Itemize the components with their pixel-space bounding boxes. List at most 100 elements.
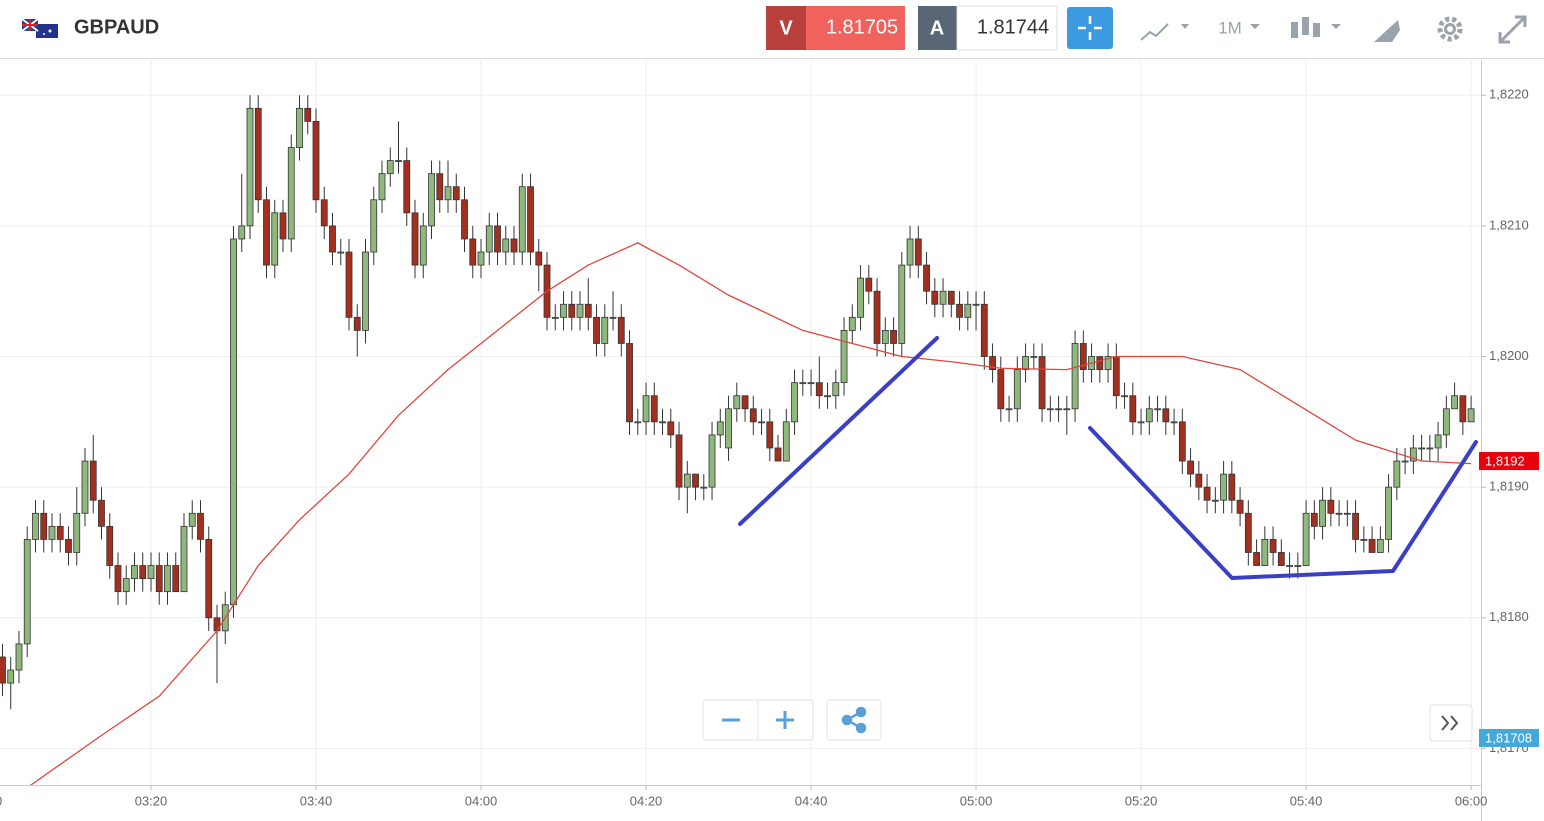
candle-body — [287, 147, 295, 240]
buy-button[interactable]: A 1.81744 — [918, 5, 1058, 51]
zoom-in-button[interactable] — [776, 711, 794, 729]
flag-icon — [21, 18, 58, 38]
candle-body — [106, 525, 114, 566]
candle-body — [593, 316, 600, 344]
x-tick-label: 05:20 — [1125, 793, 1158, 808]
x-tick-label: 06:00 — [1455, 793, 1488, 808]
price-tag-label: 1,81708 — [1485, 730, 1532, 745]
candle-body — [1244, 512, 1252, 553]
candle-body — [1022, 356, 1029, 370]
candle-body — [650, 395, 658, 423]
crosshair-button[interactable] — [1067, 7, 1113, 49]
candle-body — [1162, 408, 1170, 423]
candle-body — [494, 225, 501, 253]
plot — [0, 95, 1475, 785]
scroll-right-button[interactable] — [1429, 704, 1473, 742]
candle-body — [1038, 356, 1046, 410]
buy-price-bg — [956, 5, 1058, 51]
x-tick-label: 04:40 — [795, 793, 828, 808]
candle-body — [0, 656, 6, 684]
candle-body — [972, 303, 980, 306]
candle-body — [246, 107, 254, 227]
candle-body — [48, 525, 56, 540]
candle-body — [1360, 539, 1368, 541]
x-tick-label: 03:20 — [135, 793, 168, 808]
candle-body — [180, 525, 188, 593]
candle-body — [114, 565, 122, 593]
share-button[interactable] — [826, 699, 882, 741]
candle-body — [980, 303, 988, 357]
candle-body — [1343, 512, 1351, 515]
chart-type-button[interactable] — [1140, 23, 1189, 41]
candle-body — [1211, 499, 1219, 502]
candle-body — [675, 434, 683, 488]
candle-type-button[interactable] — [1291, 17, 1341, 38]
candle-body — [568, 303, 576, 318]
candle-body — [1352, 512, 1359, 540]
candle-body — [329, 225, 336, 253]
candle-body — [89, 460, 97, 501]
candle-body — [1426, 447, 1434, 450]
candle-body — [205, 539, 213, 619]
candle-body — [881, 330, 889, 344]
y-tick-label: 1,8200 — [1489, 348, 1529, 363]
candle-body — [1319, 499, 1326, 527]
candle-body — [362, 251, 369, 331]
candle-body — [551, 316, 559, 319]
candle-body — [733, 395, 741, 410]
trend-annotations — [738, 336, 1478, 580]
candle-body — [964, 303, 972, 318]
candle-body — [1385, 486, 1392, 540]
candle-body — [774, 447, 782, 462]
candle-body — [271, 212, 279, 266]
candle-body — [73, 512, 81, 553]
candle-body — [436, 173, 444, 201]
fullscreen-button[interactable] — [1498, 15, 1527, 44]
candle-body — [419, 225, 427, 266]
sell-label: V — [779, 17, 793, 39]
settings-button[interactable] — [1437, 16, 1463, 42]
candle-body — [1253, 552, 1260, 566]
candle-body — [535, 251, 543, 266]
candle-body — [1310, 512, 1318, 527]
y-tick-label: 1,8210 — [1489, 217, 1529, 232]
zoom-controls — [702, 699, 1473, 742]
drawing-tools-button[interactable] — [1374, 20, 1400, 42]
grid — [0, 60, 1481, 785]
candle-body — [1096, 356, 1104, 370]
buy-label: A — [930, 17, 944, 39]
candle-body — [32, 512, 39, 540]
candle-body — [1220, 473, 1227, 501]
candle-body — [81, 460, 89, 514]
candle-body — [518, 186, 526, 253]
candle-body — [188, 512, 196, 527]
candle-body — [428, 173, 435, 227]
candle-body — [716, 421, 724, 436]
candle-body — [1459, 395, 1467, 423]
sell-button[interactable]: V 1.81705 — [766, 6, 905, 50]
candle-body — [131, 565, 138, 580]
sell-label-bg — [766, 6, 806, 50]
candle-body — [139, 565, 147, 580]
candle-body — [906, 238, 914, 266]
buy-label-bg — [918, 6, 957, 50]
timeframe-button[interactable]: 1M — [1218, 18, 1260, 37]
symbol: GBPAUD — [74, 16, 159, 38]
candle-body — [947, 290, 955, 305]
candle-body — [890, 330, 897, 344]
candle-body — [601, 316, 609, 344]
candle-body — [898, 264, 906, 344]
candle-body — [1418, 447, 1425, 450]
candle-body — [708, 434, 716, 488]
candle-body — [1129, 395, 1137, 423]
candle-body — [683, 473, 691, 488]
candle-body — [155, 565, 163, 593]
candle-body — [1170, 421, 1178, 424]
candle-body — [312, 120, 320, 201]
sell-price-bg — [806, 6, 905, 50]
y-tick-label: 1,8190 — [1489, 479, 1529, 494]
candle-body — [1104, 356, 1112, 370]
candle-body — [1079, 343, 1087, 370]
